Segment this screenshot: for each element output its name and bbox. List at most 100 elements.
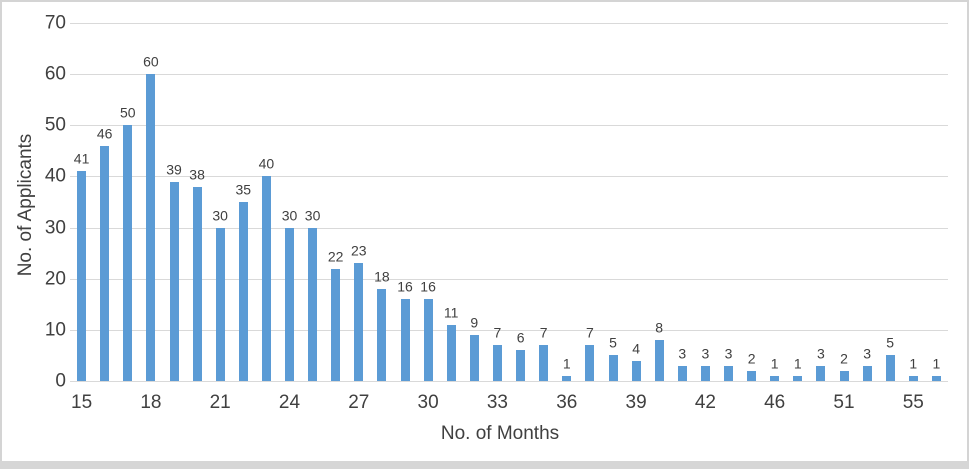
bar [215,227,225,381]
bar [654,340,664,381]
gridline [70,330,948,331]
bar-value-label: 50 [120,104,136,121]
y-axis-tick-label: 70 [44,12,66,34]
bar-value-label: 3 [816,345,825,362]
bar-value-label: 8 [655,319,664,336]
gridline [70,125,948,126]
bar-value-label: 9 [470,314,479,331]
bar [423,299,433,381]
x-axis-title: No. of Months [440,423,560,444]
x-axis-tick-label: 27 [348,392,370,413]
bar-value-label: 7 [539,324,548,341]
bar [123,125,133,381]
bar [354,263,364,381]
y-axis-tick-label: 0 [55,370,66,392]
gridline [70,176,948,177]
bar [585,345,595,381]
bar-value-label: 38 [189,166,205,183]
bar [285,227,294,381]
bar [331,268,341,381]
bar-value-label: 60 [143,53,159,70]
bar-value-label: 30 [281,207,298,224]
y-axis-tick-label: 50 [44,114,66,136]
bar-value-label: 18 [374,268,390,285]
x-axis-tick-label: 55 [902,392,924,413]
bar-value-label: 22 [327,248,344,265]
bar-value-label: 1 [909,355,918,372]
bar [677,365,687,381]
gridline [70,23,948,24]
bar-value-label: 30 [212,207,228,224]
frame-border-left [0,0,2,469]
x-axis-tick-label: 18 [140,392,162,413]
bar [562,375,572,381]
y-axis-tick-label: 10 [44,319,66,341]
bar-value-label: 3 [724,345,733,362]
bar-value-label: 3 [701,345,710,362]
frame-border-right [967,0,969,469]
bar [770,375,780,381]
bar-value-label: 7 [585,324,594,341]
bar [724,365,733,381]
bar [608,355,618,381]
bar-value-label: 5 [609,335,617,351]
bar [77,171,87,381]
gridline [70,228,948,229]
x-axis-tick-label: 30 [417,392,439,413]
x-axis-tick-label: 21 [209,392,231,413]
bar [146,74,156,381]
bar [169,181,179,381]
bar-value-label: 1 [562,355,571,372]
bar [492,345,502,381]
bar-value-label: 5 [886,335,895,351]
bar [446,324,456,381]
bar-value-label: 46 [96,125,113,142]
bar-value-label: 3 [863,345,871,362]
bar-value-label: 35 [235,181,252,198]
bar [839,370,849,381]
gridline [70,381,948,382]
bar-value-label: 16 [420,278,436,295]
bar [400,299,410,381]
bar-value-label: 40 [258,156,275,172]
bar [931,375,941,381]
bar-value-label: 41 [73,150,90,167]
bar [238,202,248,381]
bar-value-label: 3 [678,345,687,362]
bar-value-label: 16 [397,278,413,295]
bar-value-label: 39 [166,161,182,178]
bar-value-label: 1 [932,355,941,372]
bar [700,365,710,381]
bar-value-label: 7 [493,324,502,341]
bar [816,365,826,381]
x-axis-tick-label: 42 [694,392,716,413]
y-axis-tick-label: 60 [44,63,66,85]
bar-value-label: 6 [516,329,525,346]
gridline [70,74,948,75]
bar [747,370,757,381]
bar [192,186,202,381]
bar [539,345,549,381]
bar-value-label: 2 [840,350,848,367]
bar-value-label: 30 [304,207,321,224]
frame-border-top [0,0,969,2]
x-axis-tick-label: 36 [556,392,578,413]
bar [862,365,872,381]
bar-value-label: 1 [793,355,802,372]
bar [885,355,895,381]
x-axis-tick-label: 39 [625,392,647,413]
x-axis-tick-label: 24 [278,392,301,413]
x-axis-tick-label: 46 [764,392,786,413]
frame-bottom-strip [0,461,969,469]
bar [377,288,387,381]
bar [793,375,803,381]
x-axis-tick-label: 15 [71,392,93,413]
bar-value-label: 4 [632,340,640,357]
bar [631,360,641,381]
bar-value-label: 1 [770,355,779,372]
bar [261,176,271,381]
bar [308,227,318,381]
bar [516,350,526,381]
